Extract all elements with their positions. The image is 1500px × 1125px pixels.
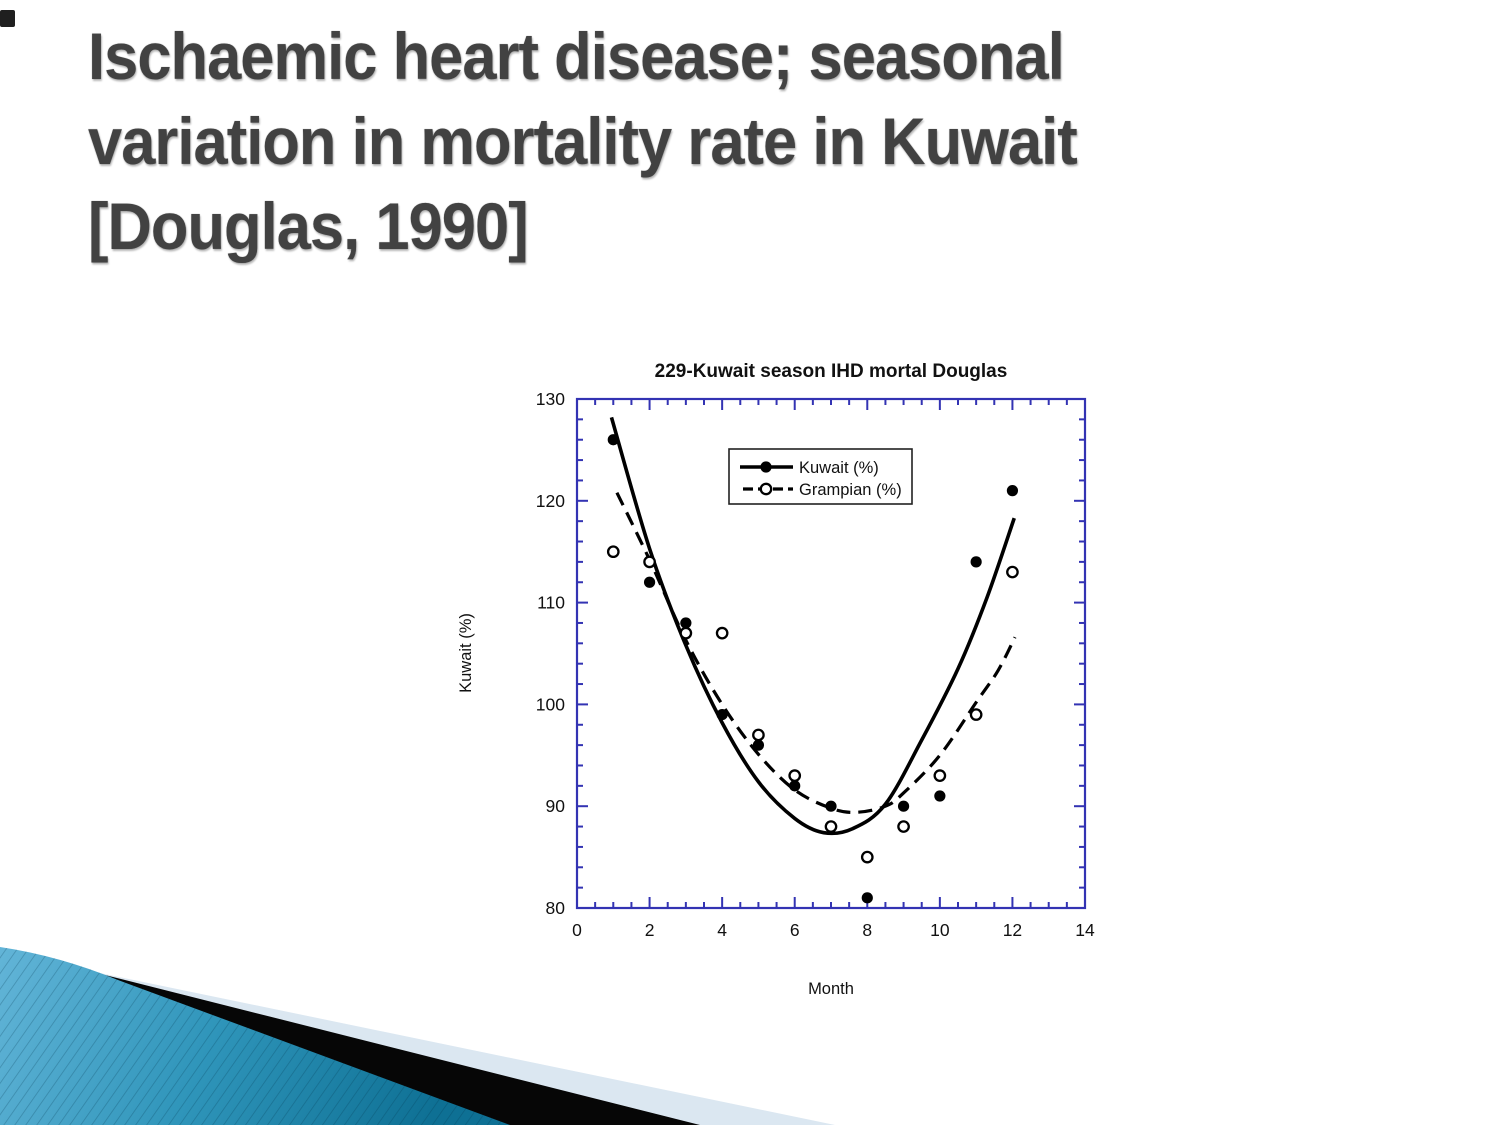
series-grampian — [606, 491, 1019, 864]
x-tick-label: 0 — [572, 920, 582, 940]
legend-grampian-marker — [759, 482, 773, 496]
grampian-point — [969, 708, 983, 721]
grampian-point — [824, 820, 838, 833]
axis-ticks — [576, 398, 1086, 909]
x-tick-label: 4 — [717, 920, 727, 940]
y-tick-labels: 80 90 100 110 120 130 — [536, 389, 565, 918]
kuwait-point — [607, 434, 619, 446]
kuwait-point — [643, 576, 656, 588]
grampian-point — [788, 769, 802, 783]
legend-kuwait-label: Kuwait (%) — [799, 459, 879, 477]
kuwait-point — [680, 617, 692, 629]
y-tick-label: 80 — [546, 898, 566, 918]
y-axis-label: Kuwait (%) — [457, 613, 475, 693]
kuwait-point — [825, 800, 837, 812]
grampian-point — [1006, 565, 1019, 579]
x-tick-label: 2 — [645, 920, 655, 940]
x-tick-label: 12 — [1003, 920, 1022, 940]
legend: Kuwait (%) Grampian (%) — [728, 448, 913, 505]
grampian-fit-curve — [615, 491, 1017, 814]
legend-grampian-label: Grampian (%) — [799, 481, 902, 499]
grampian-point — [933, 769, 947, 783]
grampian-point — [715, 626, 729, 640]
slide-title-line-3: [Douglas, 1990] — [88, 189, 529, 263]
y-tick-label: 110 — [537, 593, 565, 613]
corner-square-decoration — [0, 10, 15, 27]
y-tick-label: 130 — [536, 389, 565, 409]
x-tick-labels: 0 2 4 6 8 10 12 14 — [572, 920, 1095, 940]
kuwait-point — [970, 556, 982, 568]
slide-title-line-2: variation in mortality rate in Kuwait — [88, 104, 1078, 178]
grampian-point — [752, 728, 765, 742]
grampian-point — [897, 820, 910, 833]
kuwait-point — [716, 708, 728, 721]
kuwait-point — [897, 800, 910, 812]
grampian-point — [606, 545, 620, 559]
slide-title-line-1: Ischaemic heart disease; seasonal — [88, 19, 1065, 93]
grampian-point — [860, 850, 874, 864]
kuwait-point — [934, 790, 946, 802]
slide-title: Ischaemic heart disease; seasonal variat… — [88, 14, 1316, 269]
kuwait-point — [861, 892, 873, 904]
legend-box — [728, 448, 913, 505]
teal-wedge-pinstripes — [0, 947, 510, 1125]
x-axis-label: Month — [808, 980, 854, 998]
chart-title: 229-Kuwait season IHD mortal Douglas — [655, 361, 1008, 382]
grampian-point — [643, 555, 656, 569]
kuwait-point — [1006, 485, 1019, 497]
x-tick-label: 10 — [930, 920, 950, 940]
x-tick-label: 8 — [862, 920, 872, 940]
x-tick-label: 14 — [1075, 920, 1095, 940]
kuwait-point — [752, 739, 765, 751]
legend-kuwait-marker — [760, 461, 772, 473]
y-tick-label: 120 — [536, 491, 565, 511]
grampian-point — [679, 626, 693, 640]
x-tick-label: 6 — [790, 920, 800, 940]
y-tick-label: 100 — [536, 694, 565, 714]
kuwait-point — [789, 780, 801, 792]
y-tick-label: 90 — [546, 796, 566, 816]
